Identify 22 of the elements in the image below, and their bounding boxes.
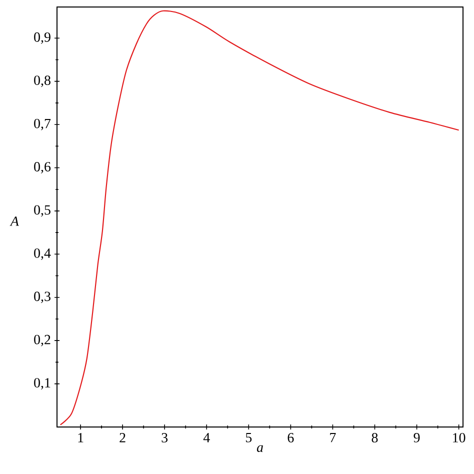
- x-tick-label: 1: [78, 433, 84, 442]
- y-axis-title: A: [10, 216, 20, 226]
- x-tick-label: 3: [162, 433, 168, 442]
- y-tick-label: 0,4: [34, 248, 51, 260]
- x-tick-label: 8: [372, 433, 378, 442]
- y-tick-label: 0,6: [34, 162, 51, 174]
- y-tick-label: 0,3: [34, 292, 50, 304]
- x-tick-label: 4: [203, 433, 210, 442]
- x-tick-label: 10: [453, 433, 466, 442]
- x-tick-label: 7: [330, 433, 336, 442]
- y-tick-label: 0,7: [34, 118, 51, 130]
- y-tick-label: 0,2: [34, 334, 50, 346]
- x-tick-label: 9: [414, 433, 420, 442]
- x-tick-label: 6: [288, 433, 294, 442]
- y-tick-label: 0,8: [34, 76, 50, 88]
- x-axis-title: a: [256, 445, 263, 452]
- line-series: [60, 10, 460, 426]
- x-tick-label: 5: [246, 433, 252, 442]
- y-tick-label: 0,9: [34, 32, 50, 44]
- y-tick-label: 0,5: [34, 205, 50, 217]
- x-tick-label: 2: [120, 433, 126, 442]
- y-tick-label: 0,1: [34, 378, 50, 390]
